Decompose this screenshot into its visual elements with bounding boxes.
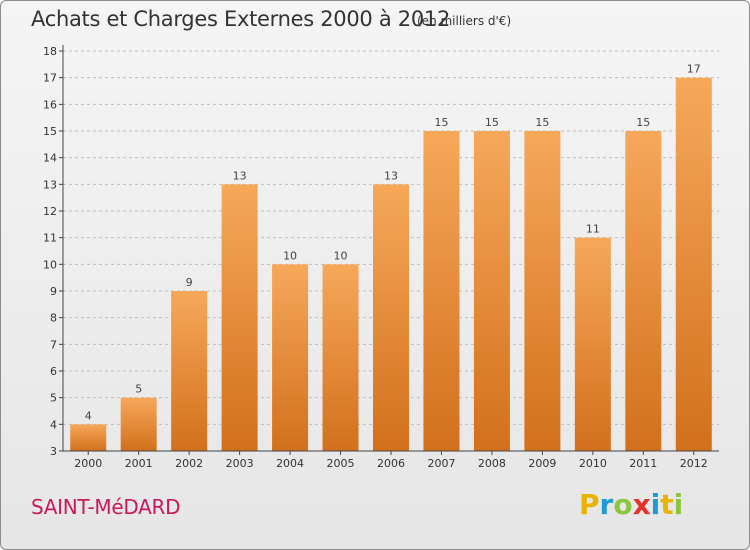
logo-letter: P bbox=[579, 488, 600, 521]
x-tick-label: 2000 bbox=[74, 457, 102, 470]
bar-value-label: 4 bbox=[85, 409, 92, 422]
y-tick-label: 6 bbox=[50, 365, 57, 378]
bar bbox=[373, 184, 409, 452]
bars: 4 5 9 13 10 10 13 15 15 15 11 15 17 bbox=[70, 63, 712, 452]
y-tick-label: 13 bbox=[43, 178, 57, 191]
bar bbox=[221, 184, 258, 452]
bar-value-label: 13 bbox=[384, 169, 398, 182]
bar bbox=[473, 131, 510, 451]
bar bbox=[423, 131, 460, 451]
y-tick-label: 9 bbox=[50, 285, 57, 298]
bar bbox=[120, 397, 157, 451]
y-tick-label: 4 bbox=[50, 418, 57, 431]
chart-title: Achats et Charges Externes 2000 à 2012 bbox=[31, 7, 451, 31]
x-tick-label: 2011 bbox=[629, 457, 657, 470]
x-tick-label: 2003 bbox=[226, 457, 254, 470]
x-axis-ticks: 2000 2001 2002 2003 2004 2005 2006 2007 2008 2009… bbox=[74, 451, 708, 470]
x-tick-label: 2012 bbox=[680, 457, 708, 470]
y-tick-label: 7 bbox=[50, 338, 57, 351]
bar-value-label: 15 bbox=[636, 116, 650, 129]
bar bbox=[574, 237, 611, 451]
logo-letter: i bbox=[673, 488, 684, 521]
y-tick-label: 3 bbox=[50, 445, 57, 458]
bar-value-label: 9 bbox=[186, 276, 193, 289]
y-tick-label: 14 bbox=[43, 152, 57, 165]
y-tick-label: 10 bbox=[43, 258, 57, 271]
x-tick-label: 2005 bbox=[327, 457, 355, 470]
y-tick-label: 17 bbox=[43, 72, 57, 85]
y-tick-label: 8 bbox=[50, 312, 57, 325]
y-tick-label: 12 bbox=[43, 205, 57, 218]
bar bbox=[272, 264, 309, 451]
bar-value-label: 17 bbox=[687, 63, 701, 76]
bar-value-label: 5 bbox=[135, 383, 142, 396]
bar bbox=[171, 291, 208, 451]
bar bbox=[524, 131, 561, 451]
x-tick-label: 2004 bbox=[276, 457, 304, 470]
x-tick-label: 2010 bbox=[579, 457, 607, 470]
x-tick-label: 2009 bbox=[528, 457, 556, 470]
x-tick-label: 2007 bbox=[427, 457, 455, 470]
y-tick-label: 11 bbox=[43, 232, 57, 245]
bar-value-label: 10 bbox=[283, 249, 297, 262]
bar-value-label: 10 bbox=[334, 249, 348, 262]
bar-value-label: 11 bbox=[586, 223, 600, 236]
y-tick-label: 5 bbox=[50, 392, 57, 405]
logo-letter: x bbox=[632, 488, 651, 521]
y-tick-label: 16 bbox=[43, 98, 57, 111]
logo-letter: r bbox=[599, 488, 614, 521]
bar-value-label: 15 bbox=[535, 116, 549, 129]
bar bbox=[70, 424, 107, 451]
bar-value-label: 13 bbox=[233, 169, 247, 182]
x-tick-label: 2001 bbox=[125, 457, 153, 470]
bar-value-label: 15 bbox=[485, 116, 499, 129]
logo-letter: i bbox=[650, 488, 661, 521]
x-tick-label: 2002 bbox=[175, 457, 203, 470]
x-tick-label: 2006 bbox=[377, 457, 405, 470]
bar bbox=[625, 131, 662, 451]
logo-letter: o bbox=[613, 488, 633, 521]
chart-subtitle: (en milliers d'€) bbox=[417, 14, 512, 28]
y-tick-label: 18 bbox=[43, 45, 57, 58]
y-tick-label: 15 bbox=[43, 125, 57, 138]
y-axis-ticks: 3 4 5 6 7 8 9 10 11 12 13 14 15 16 17 18 bbox=[43, 45, 63, 458]
bar bbox=[675, 77, 712, 452]
location-name: SAINT-MéDARD bbox=[31, 495, 181, 519]
x-tick-label: 2008 bbox=[478, 457, 506, 470]
bar bbox=[322, 264, 359, 451]
bar-value-label: 15 bbox=[434, 116, 448, 129]
logo-letter: t bbox=[660, 488, 674, 521]
proxiti-logo: Proxiti bbox=[579, 488, 683, 521]
